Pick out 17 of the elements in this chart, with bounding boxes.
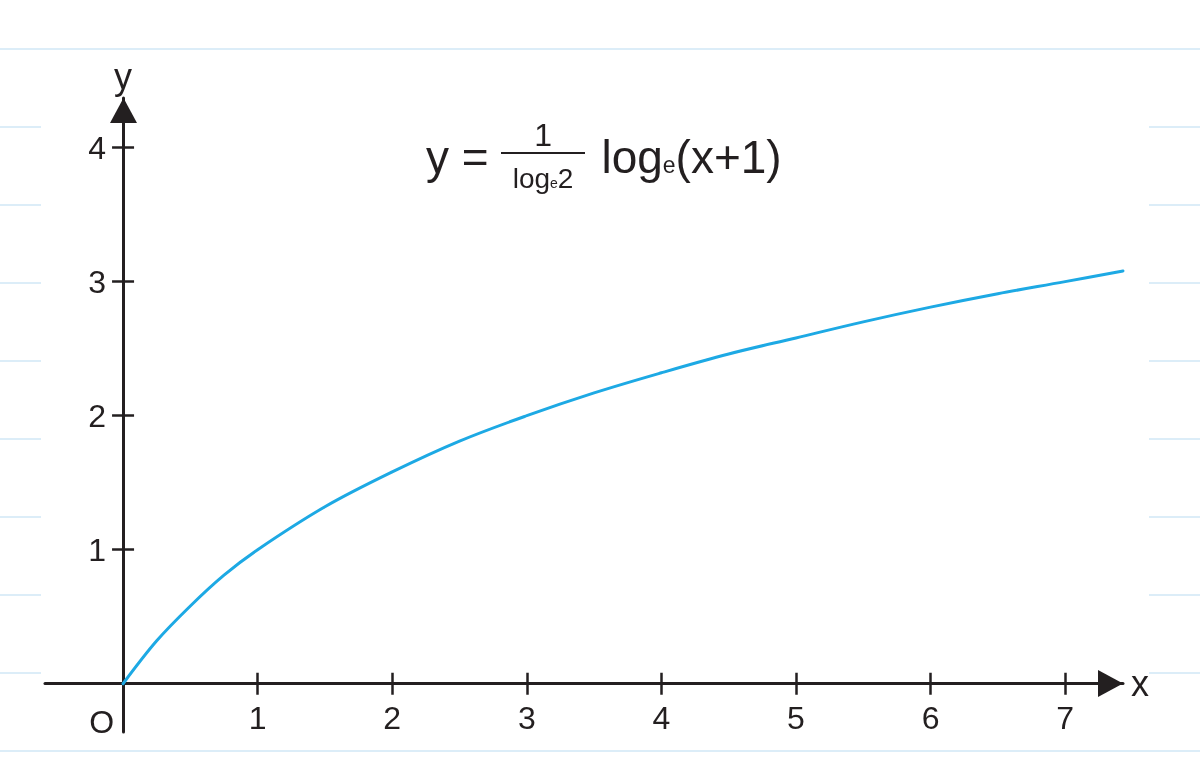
- annotation: y =: [426, 131, 489, 183]
- x-tick-label: 4: [652, 699, 671, 736]
- annotation: 1: [500, 117, 586, 154]
- annotation: O: [89, 703, 115, 740]
- x-tick-label: 7: [1056, 699, 1075, 736]
- y-tick-label: 3: [88, 263, 107, 300]
- x-tick-label: 5: [787, 699, 805, 736]
- y-tick-label: 1: [88, 531, 107, 568]
- x-axis-title: x: [1131, 663, 1149, 705]
- x-tick-label: 1: [248, 699, 267, 736]
- x-tick-label: 3: [517, 699, 536, 736]
- y-axis-title: y: [114, 55, 133, 97]
- y-tick-label: 4: [88, 129, 107, 166]
- y-tick-label: 2: [88, 397, 107, 434]
- x-tick-label: 2: [383, 699, 402, 736]
- line-series: [121, 269, 1125, 686]
- x-tick-label: 6: [921, 699, 940, 736]
